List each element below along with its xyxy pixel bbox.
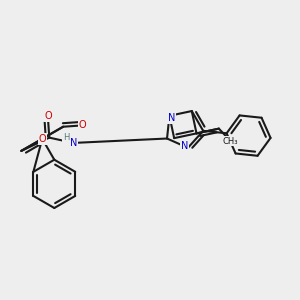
Text: O: O [44,111,52,122]
Text: H: H [63,133,69,142]
Text: O: O [38,134,46,144]
Text: N: N [168,113,176,123]
Text: CH₃: CH₃ [223,136,238,146]
Text: O: O [78,120,86,130]
Text: N: N [70,138,77,148]
Text: N: N [181,141,189,151]
